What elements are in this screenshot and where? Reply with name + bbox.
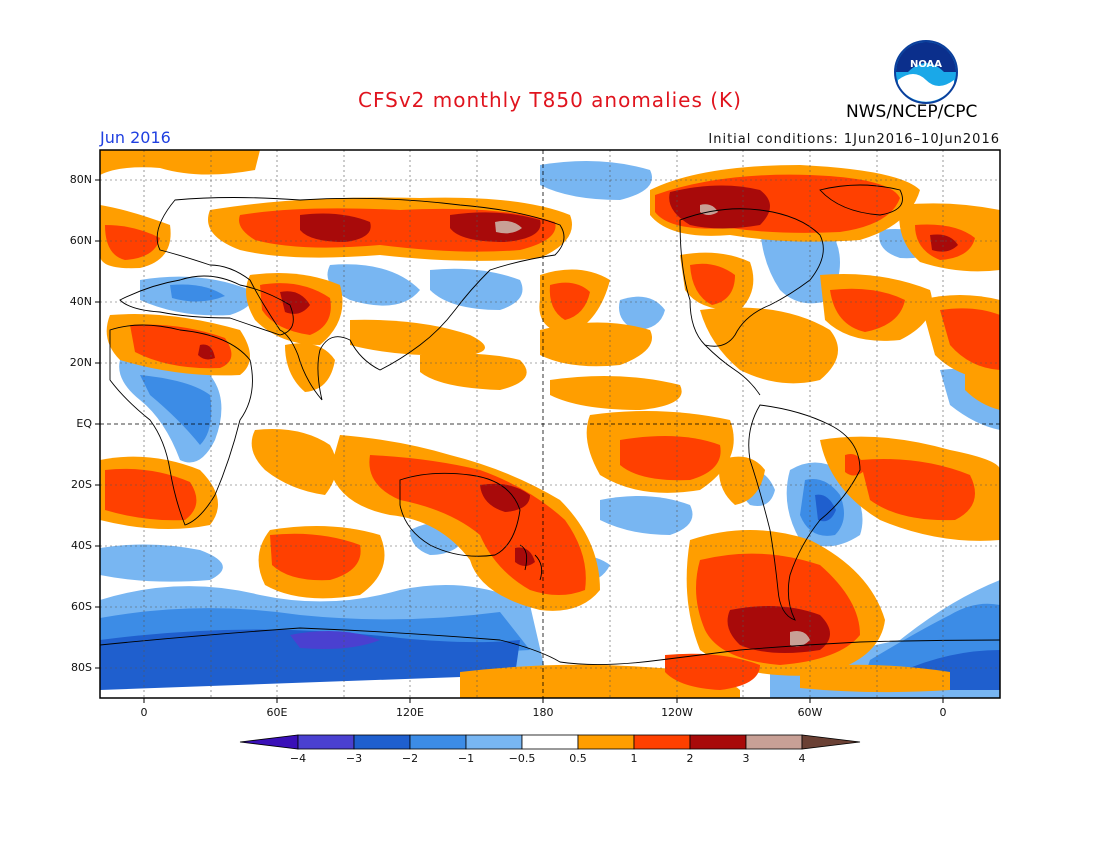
colorbar-label: −3 [345, 752, 363, 765]
initial-conditions: Initial conditions: 1Jun2016–10Jun2016 [708, 132, 1000, 147]
colorbar-label: −1 [457, 752, 475, 765]
colorbar-label: 4 [798, 752, 806, 765]
anomaly-fields [100, 150, 1000, 698]
axis-ticks [95, 179, 944, 703]
lon-label-0: 0 [140, 706, 148, 719]
lon-label-120e: 120E [396, 706, 424, 719]
lat-label-60n: 60N [69, 234, 92, 247]
colorbar-cell [465, 734, 523, 750]
noaa-logo-icon: NOAA [894, 40, 958, 104]
coastlines [100, 184, 1000, 666]
svg-text:NOAA: NOAA [910, 59, 942, 70]
colorbar [239, 734, 861, 750]
colorbar-cell [633, 734, 691, 750]
lon-label-60e: 60E [266, 706, 288, 719]
colorbar-label: −0.5 [508, 752, 536, 765]
colorbar-label: 0.5 [569, 752, 587, 765]
colorbar-cell [577, 734, 635, 750]
lon-label-0-east: 0 [939, 706, 947, 719]
colorbar-cell [297, 734, 355, 750]
lat-label-60s: 60S [71, 600, 92, 613]
colorbar-arrow-low [239, 734, 299, 750]
colorbar-label: 2 [686, 752, 694, 765]
warm-anomalies-3 [198, 185, 958, 654]
colorbar-cell [521, 734, 579, 750]
lat-label-20s: 20S [71, 478, 92, 491]
forecast-month: Jun 2016 [100, 128, 171, 147]
lat-label-80n: 80N [69, 173, 92, 186]
colorbar-cell [353, 734, 411, 750]
colorbar-cell [689, 734, 747, 750]
lat-label-40s: 40S [71, 539, 92, 552]
lat-label-20n: 20N [69, 356, 92, 369]
colorbar-label: 3 [742, 752, 750, 765]
colorbar-arrow-high [801, 734, 861, 750]
colorbar-label: −2 [401, 752, 419, 765]
colorbar-cell [409, 734, 467, 750]
lat-label-40n: 40N [69, 295, 92, 308]
lat-label-80s: 80S [71, 661, 92, 674]
agency-label: NWS/NCEP/CPC [846, 102, 978, 122]
map-title: CFSv2 monthly T850 anomalies (K) [358, 88, 742, 112]
lon-label-180: 180 [532, 706, 554, 719]
equator-dateline [100, 150, 1000, 698]
colorbar-label: 1 [630, 752, 638, 765]
graticule [100, 150, 1000, 698]
colorbar-cell [745, 734, 803, 750]
lon-label-120w: 120W [661, 706, 693, 719]
colorbar-label: −4 [289, 752, 307, 765]
lon-label-60w: 60W [797, 706, 823, 719]
lat-label-eq: EQ [76, 417, 92, 430]
